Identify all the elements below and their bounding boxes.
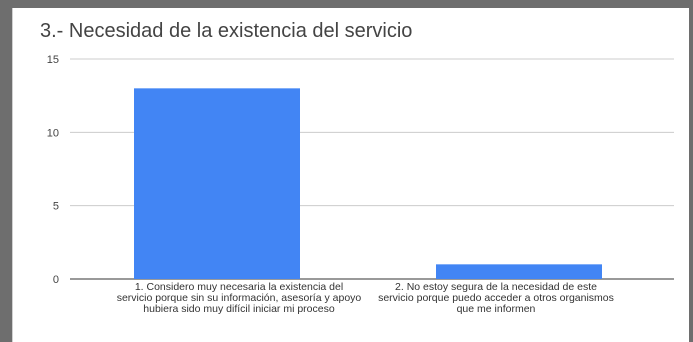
y-tick-label: 0 xyxy=(53,274,59,286)
bar-1 xyxy=(134,88,300,279)
y-tick-label: 15 xyxy=(47,54,59,66)
category-label-1: 1. Considero muy necesaria la existencia… xyxy=(116,281,362,315)
y-tick-label: 10 xyxy=(47,127,59,139)
category-label-2: 2. No estoy segura de la necesidad de es… xyxy=(378,281,614,315)
chart-title: 3.- Necesidad de la existencia del servi… xyxy=(40,20,413,42)
y-tick-label: 5 xyxy=(53,201,59,213)
bar-2 xyxy=(436,264,602,279)
chart-plot: 0 5 10 15 xyxy=(47,54,674,286)
chart-card: 3.- Necesidad de la existencia del servi… xyxy=(12,8,689,342)
